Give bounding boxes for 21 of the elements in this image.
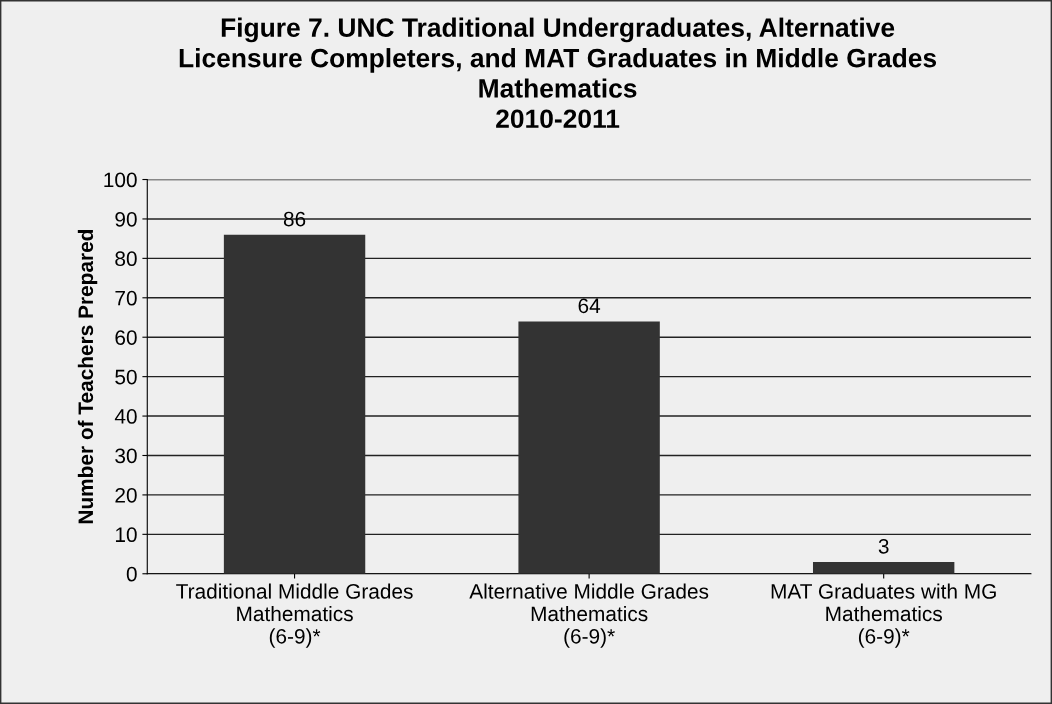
x-tick-label: Alternative Middle Grades Mathematics (6-9)* — [469, 583, 709, 648]
y-tick-label: 40 — [114, 409, 137, 424]
y-tick-label: 30 — [115, 448, 137, 464]
x-tick-label: MAT Graduates with MG Mathematics (6-9)* — [771, 583, 996, 648]
y-tick-label: 90 — [115, 211, 137, 227]
y-tick-label: 0 — [126, 566, 137, 582]
y-tick-label: 20 — [115, 487, 137, 503]
data-label: 64 — [578, 298, 601, 314]
data-label: 3 — [878, 538, 889, 554]
y-axis-title: Number of Teachers Prepared — [77, 229, 98, 524]
bar — [223, 234, 366, 574]
chart-title: Figure 7. UNC Traditional Undergraduates, Alternative Licensure Completers, and MAT Graduates in Middle Grades Mathematics 2010-2011 — [179, 17, 937, 129]
y-tick-label: 50 — [115, 369, 137, 385]
y-tick-label: 60 — [115, 330, 137, 345]
y-tick-label: 10 — [115, 527, 137, 543]
y-tick-label: 100 — [104, 172, 137, 188]
bar — [812, 561, 955, 574]
y-tick-label: 70 — [115, 290, 137, 306]
x-tick-label: Traditional Middle Grades Mathematics (6-9)* — [176, 583, 413, 648]
bar — [518, 321, 660, 574]
y-tick-label: 80 — [115, 251, 137, 267]
